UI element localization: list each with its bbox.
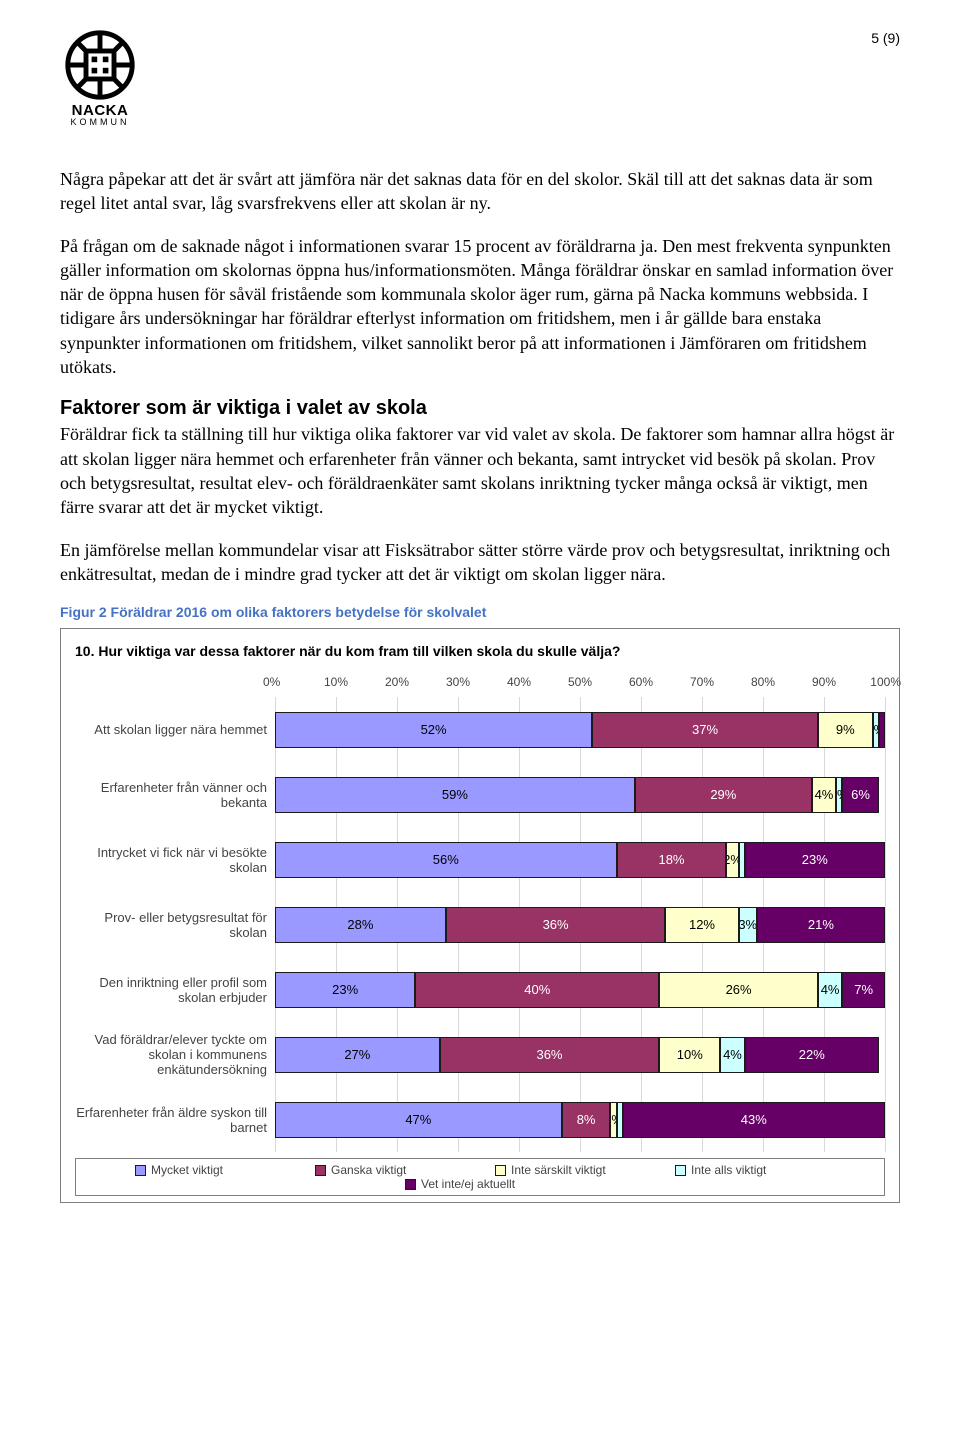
chart-row-label: Erfarenheter från vänner och bekanta [75,762,275,827]
logo-block: NACKA KOMMUN [60,30,140,127]
chart-bar-segment: 37% [592,712,818,748]
chart-bar-segment: 18% [617,842,727,878]
chart-row-label: Att skolan ligger nära hemmet [75,697,275,762]
chart-bar-segment: 3% [739,907,757,943]
chart-bar-segment: 12% [665,907,738,943]
legend-label: Vet inte/ej aktuellt [421,1177,515,1191]
logo-text-sub: KOMMUN [71,117,130,127]
chart-bar-segment: 9% [818,712,873,748]
chart-row-label: Prov- eller betygsresultat för skolan [75,892,275,957]
chart-bar-segment: 27% [275,1037,440,1073]
chart-bar-segment: 6% [842,777,879,813]
chart-bar-row: 27%36%10%4%22% [275,1022,885,1087]
chart-bar-segment: 4% [720,1037,744,1073]
document-page: NACKA KOMMUN 5 (9) Några påpekar att det… [0,0,960,1223]
chart-bar-segment: 29% [635,777,812,813]
paragraph: På frågan om de saknade något i informat… [60,234,900,380]
chart-x-axis: 0%10%20%30%40%50%60%70%80%90%100% [275,675,885,697]
chart-bar-segment [879,712,885,748]
chart-bar-segment: 8% [562,1102,611,1138]
chart-bar-segment: 21% [757,907,885,943]
chart-bar-segment: 36% [440,1037,660,1073]
legend-swatch-icon [405,1179,416,1190]
legend-swatch-icon [315,1165,326,1176]
legend-item: Vet inte/ej aktuellt [405,1177,555,1191]
chart-bar-segment: 4% [812,777,836,813]
chart-bar-segment: 10% [659,1037,720,1073]
chart-bar-segment: 22% [745,1037,879,1073]
chart-bar-row: 59%29%4%1%6% [275,762,885,827]
legend-label: Mycket viktigt [151,1163,223,1177]
chart-bar-segment: 43% [623,1102,885,1138]
stacked-bar-chart: 10. Hur viktiga var dessa faktorer när d… [60,628,900,1203]
chart-plot-area: 52%37%9%1%59%29%4%1%6%56%18%2%23%28%36%1… [275,697,885,1152]
chart-bar-segment: 23% [745,842,885,878]
chart-bar-segment: 52% [275,712,592,748]
page-number: 5 (9) [871,30,900,46]
chart-bar-row: 28%36%12%3%21% [275,892,885,957]
legend-label: Inte särskilt viktigt [511,1163,606,1177]
chart-bar-segment: 40% [415,972,659,1008]
chart-bar-segment: 23% [275,972,415,1008]
paragraph: Föräldrar fick ta ställning till hur vik… [60,422,900,519]
chart-bar-segment: 59% [275,777,635,813]
legend-swatch-icon [495,1165,506,1176]
chart-bar-segment: 26% [659,972,818,1008]
legend-label: Ganska viktigt [331,1163,406,1177]
nacka-logo-icon [65,30,135,100]
chart-bar-row: 52%37%9%1% [275,697,885,762]
chart-bar-row: 23%40%26%4%7% [275,957,885,1022]
legend-label: Inte alls viktigt [691,1163,766,1177]
legend-item: Inte särskilt viktigt [495,1163,645,1177]
chart-bar-segment: 7% [842,972,885,1008]
legend-swatch-icon [675,1165,686,1176]
page-header: NACKA KOMMUN 5 (9) [60,30,900,127]
legend-item: Mycket viktigt [135,1163,285,1177]
chart-row-labels: Att skolan ligger nära hemmetErfarenhete… [75,675,275,1152]
chart-row-label: Erfarenheter från äldre syskon till barn… [75,1087,275,1152]
section-heading: Faktorer som är viktiga i valet av skola [60,397,900,420]
paragraph: En jämförelse mellan kommundelar visar a… [60,538,900,587]
chart-bar-segment: 47% [275,1102,562,1138]
legend-item: Ganska viktigt [315,1163,465,1177]
chart-bar-row: 56%18%2%23% [275,827,885,892]
paragraph: Några påpekar att det är svårt att jämfö… [60,167,900,216]
chart-row-label: Den inriktning eller profil som skolan e… [75,957,275,1022]
chart-bar-segment: 4% [818,972,842,1008]
figure-caption: Figur 2 Föräldrar 2016 om olika faktorer… [60,604,900,620]
chart-row-label: Intrycket vi fick när vi besökte skolan [75,827,275,892]
chart-title: 10. Hur viktiga var dessa faktorer när d… [75,643,885,659]
chart-legend: Mycket viktigt Ganska viktigt Inte särskil… [75,1158,885,1196]
chart-bar-segment: 28% [275,907,446,943]
legend-item: Inte alls viktigt [675,1163,825,1177]
chart-bar-row: 47%8%1%43% [275,1087,885,1152]
chart-bar-segment: 2% [726,842,738,878]
chart-row-label: Vad föräldrar/elever tyckte om skolan i … [75,1022,275,1087]
chart-bar-segment: 36% [446,907,666,943]
chart-bar-segment: 56% [275,842,617,878]
legend-swatch-icon [135,1165,146,1176]
